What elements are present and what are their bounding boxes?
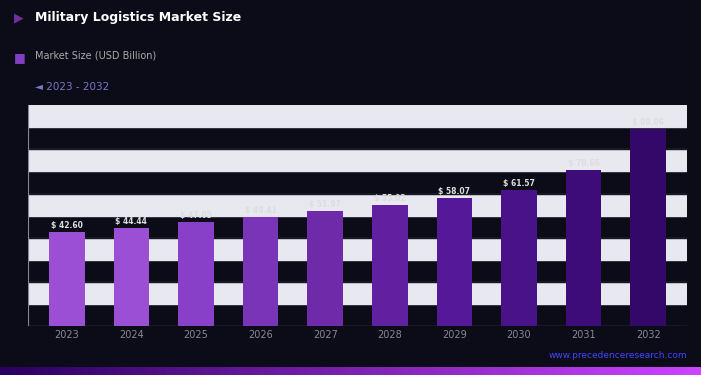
Text: $ 44.44: $ 44.44 [116,217,147,226]
Text: www.precedenceresearch.com: www.precedenceresearch.com [548,351,687,360]
Bar [28,149,687,171]
Text: ▶: ▶ [14,11,24,24]
Bar [566,170,601,326]
Bar [28,282,687,304]
Text: $ 61.57: $ 61.57 [503,179,535,188]
Bar [28,127,687,149]
Bar [178,222,214,326]
Text: $ 70.66: $ 70.66 [568,159,599,168]
Bar [28,105,687,127]
Text: $ 58.07: $ 58.07 [438,187,470,196]
Bar [28,171,687,194]
Bar [28,304,687,326]
Text: $ 42.60: $ 42.60 [51,221,83,230]
Bar [28,238,687,260]
Bar [308,211,343,326]
Text: Military Logistics Market Size: Military Logistics Market Size [35,11,241,24]
Text: $ 49.41: $ 49.41 [245,206,277,215]
Text: $ 89.06: $ 89.06 [632,118,665,128]
Bar [114,228,149,326]
Bar [28,260,687,282]
Bar [501,190,537,326]
Text: $ 51.97: $ 51.97 [309,201,341,210]
Bar [28,194,687,216]
Text: ■: ■ [14,51,26,64]
Bar [49,232,85,326]
Text: $ 47.05: $ 47.05 [180,211,212,220]
Text: ◄ 2023 - 2032: ◄ 2023 - 2032 [35,82,109,93]
Text: Market Size (USD Billion): Market Size (USD Billion) [35,51,156,61]
Bar [243,217,278,326]
Bar [372,204,407,326]
Bar [630,129,666,326]
Bar [28,216,687,238]
Text: $ 55.02: $ 55.02 [374,194,406,203]
Bar [437,198,472,326]
